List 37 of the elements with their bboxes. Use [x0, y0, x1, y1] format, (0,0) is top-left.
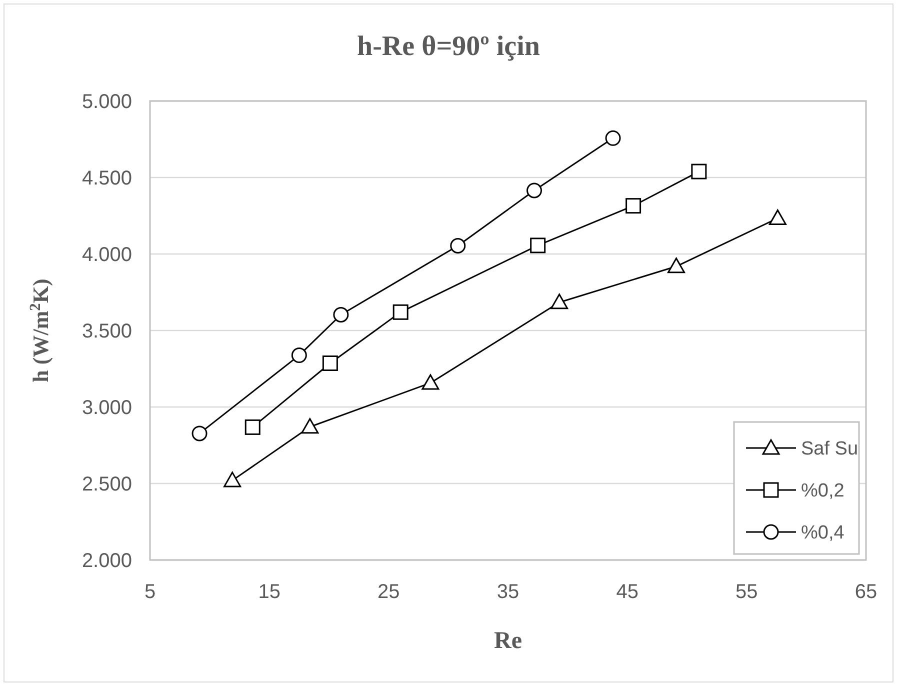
point [333, 306, 349, 322]
point [224, 472, 242, 488]
point [192, 426, 208, 442]
y-tick-label: 3.500 [82, 320, 132, 342]
point [291, 348, 307, 364]
point [668, 258, 686, 274]
point [450, 238, 466, 254]
point [605, 130, 621, 146]
legend-label: %0,4 [801, 522, 845, 544]
x-axis-title: Re [494, 628, 522, 654]
y-tick-label: 2.500 [82, 474, 132, 496]
y-tick-label: 4.500 [82, 168, 132, 190]
point [550, 294, 568, 310]
point [691, 164, 707, 180]
point [768, 209, 786, 225]
point [244, 419, 260, 435]
x-tick-label: 55 [736, 581, 758, 603]
x-tick-label: 25 [378, 581, 400, 603]
y-tick-label: 2.000 [82, 550, 132, 572]
point [322, 355, 338, 371]
point [301, 418, 319, 434]
x-tick-label: 35 [496, 581, 520, 603]
point [626, 198, 642, 214]
legend-label: %0,2 [801, 480, 844, 502]
y-tick-label: 4.000 [82, 244, 132, 266]
y-tick-label: 3.000 [82, 397, 132, 419]
y-tick-label: 5.000 [82, 91, 132, 113]
point [422, 374, 440, 390]
point [530, 238, 546, 254]
x-tick-label: 5 [144, 581, 156, 603]
point [526, 182, 542, 198]
legend-label: Saf Su [801, 438, 858, 460]
point [392, 304, 408, 320]
x-tick-label: 15 [258, 581, 280, 603]
x-tick-label: 65 [854, 581, 878, 603]
x-tick-label: 45 [616, 581, 638, 603]
chart-title: h-Re θ=90º için [357, 31, 540, 62]
